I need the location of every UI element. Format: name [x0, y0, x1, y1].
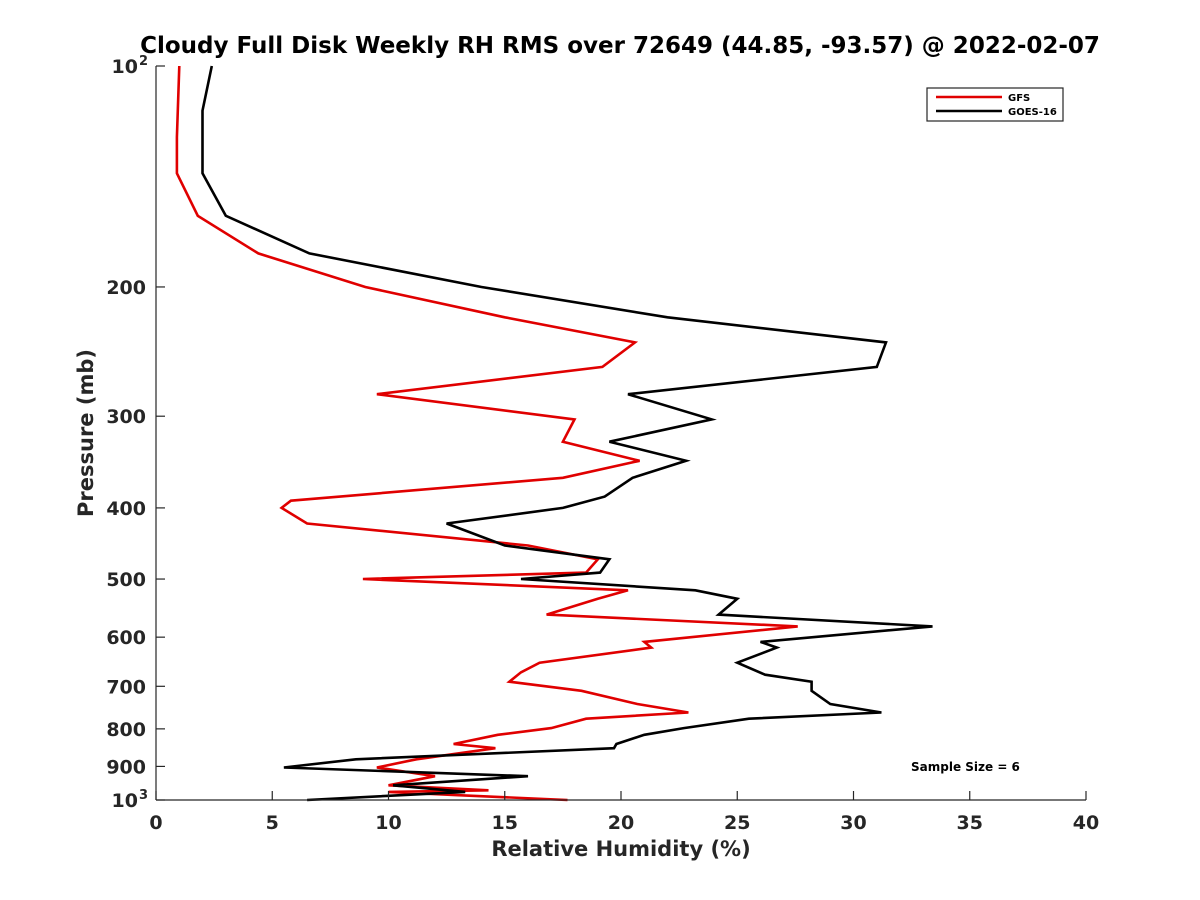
legend-label-gfs: GFS — [1008, 93, 1030, 104]
sample-size-annotation: Sample Size = 6 — [911, 760, 1020, 774]
y-tick-label: 500 — [106, 569, 146, 591]
y-tick-exponent: 2 — [139, 54, 148, 69]
y-tick-label: 600 — [106, 627, 146, 649]
x-tick-label: 0 — [149, 812, 162, 834]
x-tick-label: 5 — [266, 812, 279, 834]
x-ticks: 0 5 10 15 20 25 30 35 40 — [149, 791, 1099, 834]
plot-area — [156, 66, 1086, 800]
y-tick-label: 400 — [106, 498, 146, 520]
legend-label-goes16: GOES-16 — [1008, 107, 1057, 118]
y-tick-label: 300 — [106, 406, 146, 428]
y-tick-exponent: 3 — [139, 788, 148, 803]
y-tick-label: 10 — [112, 790, 138, 812]
x-tick-label: 40 — [1073, 812, 1099, 834]
y-tick-label: 800 — [106, 719, 146, 741]
series-layer — [175, 65, 933, 802]
x-tick-label: 35 — [957, 812, 983, 834]
x-tick-label: 25 — [724, 812, 750, 834]
series-line-goes16 — [201, 65, 933, 802]
x-tick-label: 30 — [840, 812, 866, 834]
x-axis-label: Relative Humidity (%) — [491, 837, 750, 861]
legend-box — [926, 87, 1064, 122]
x-tick-label: 20 — [608, 812, 634, 834]
x-tick-label: 10 — [375, 812, 401, 834]
y-tick-label: 10 — [112, 56, 138, 78]
y-tick-label: 700 — [106, 676, 146, 698]
x-tick-label: 15 — [492, 812, 518, 834]
chart-title: Cloudy Full Disk Weekly RH RMS over 7264… — [140, 33, 1100, 59]
y-tick-label: 900 — [106, 756, 146, 778]
y-axis-label: Pressure (mb) — [74, 349, 98, 517]
legend: GFS GOES-16 — [926, 87, 1064, 122]
y-tick-label: 200 — [106, 277, 146, 299]
